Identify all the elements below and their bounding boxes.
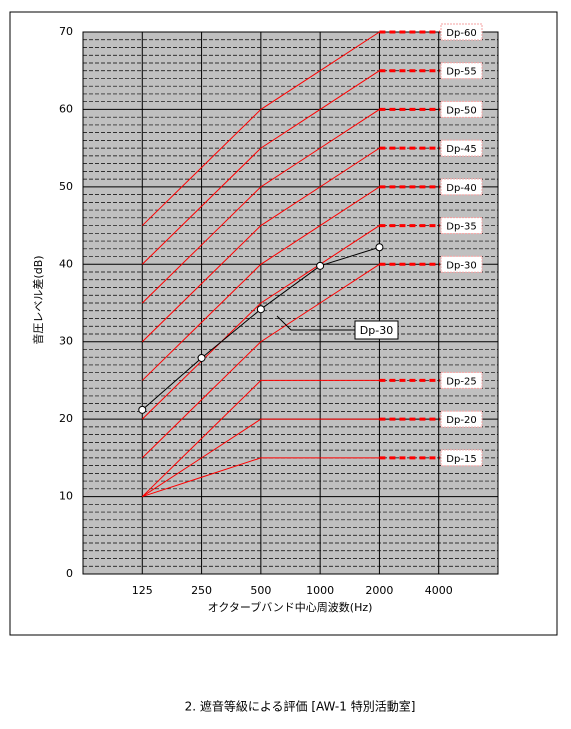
legend-label: Dp-15 xyxy=(446,454,476,465)
legend-label: Dp-50 xyxy=(446,105,476,116)
annotation-leader xyxy=(276,315,355,331)
legend-label: Dp-45 xyxy=(446,144,476,155)
y-tick-label: 40 xyxy=(59,257,73,270)
y-tick-label: 60 xyxy=(59,102,73,115)
line xyxy=(141,263,380,459)
line xyxy=(141,31,380,226)
legend-box xyxy=(440,255,483,273)
y-tick-label: 50 xyxy=(59,180,73,193)
line xyxy=(141,70,380,265)
legend-label: Dp-20 xyxy=(446,415,476,426)
legend-label: Dp-40 xyxy=(446,183,476,194)
y-axis-label: 音圧レベル差(dB) xyxy=(31,255,45,344)
legend-box xyxy=(440,139,483,157)
x-tick-label: 500 xyxy=(250,584,271,597)
measured-point xyxy=(138,405,147,414)
x-tick-label: 250 xyxy=(191,584,212,597)
measured-point xyxy=(256,305,265,314)
legend-box xyxy=(440,449,483,467)
line xyxy=(141,147,380,343)
y-tick-label: 20 xyxy=(59,412,73,425)
x-tick-label: 2000 xyxy=(365,584,393,597)
annotation-box xyxy=(354,320,399,340)
legend-box xyxy=(440,217,483,235)
legend-label: Dp-55 xyxy=(446,67,476,78)
line xyxy=(142,418,380,497)
x-tick-label: 4000 xyxy=(425,584,453,597)
y-tick-label: 0 xyxy=(66,567,73,580)
legend-box xyxy=(440,23,483,41)
x-tick-label: 125 xyxy=(132,584,153,597)
legend-box xyxy=(440,410,483,428)
legend-box xyxy=(440,371,483,389)
legend-label: Dp-25 xyxy=(446,376,476,387)
measured-point xyxy=(316,261,325,270)
caption: 2. 遮音等級による評価 [AW-1 特別活動室] xyxy=(185,699,416,714)
y-tick-label: 30 xyxy=(59,335,73,348)
line xyxy=(141,379,380,497)
legend-label: Dp-30 xyxy=(446,260,476,271)
y-tick-label: 70 xyxy=(59,25,73,38)
x-tick-label: 1000 xyxy=(306,584,334,597)
x-axis-label: オクターブバンド中心周波数(Hz) xyxy=(208,600,373,614)
measured-point xyxy=(375,243,384,252)
line xyxy=(141,109,380,304)
annotation: Dp-30 xyxy=(360,324,393,337)
y-tick-label: 10 xyxy=(59,490,73,503)
line xyxy=(141,186,380,381)
legend-label: Dp-60 xyxy=(446,28,476,39)
line xyxy=(141,225,380,420)
line xyxy=(142,457,380,498)
legend-box xyxy=(440,100,483,118)
legend-label: Dp-35 xyxy=(446,222,476,233)
measured-point xyxy=(197,353,206,362)
legend-box xyxy=(440,178,483,196)
legend-box xyxy=(440,62,483,80)
